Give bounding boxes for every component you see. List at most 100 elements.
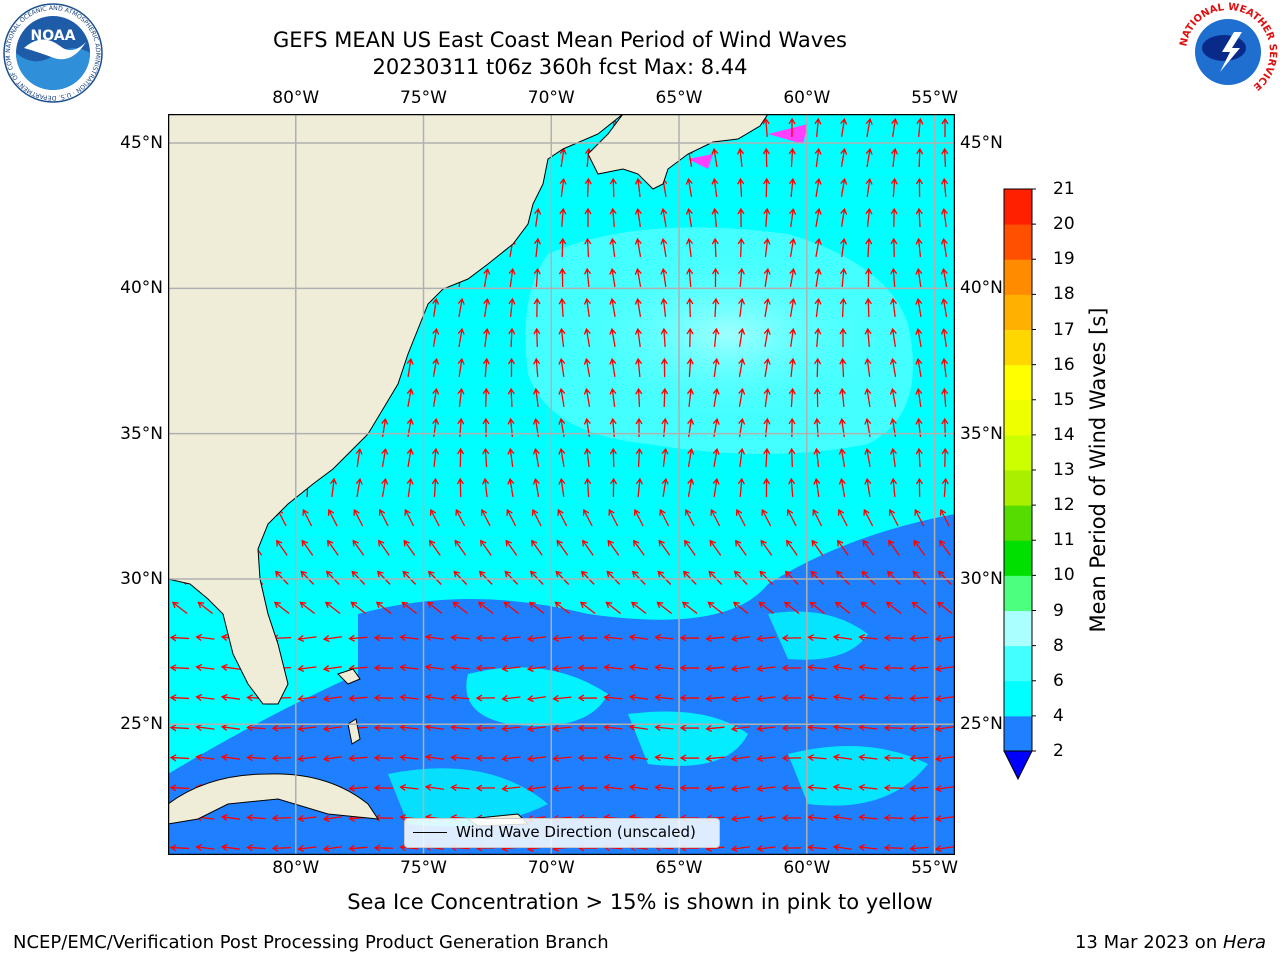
wave-direction-arrow (886, 570, 901, 585)
wave-direction-arrow (431, 477, 439, 498)
colorbar-tick-label: 14 (1053, 424, 1075, 445)
wave-direction-arrow (788, 387, 796, 408)
wave-direction-arrow (889, 387, 897, 407)
wave-direction-arrow (860, 601, 876, 615)
wave-direction-arrow (858, 723, 878, 732)
wave-direction-arrow (403, 539, 416, 556)
wave-direction-arrow (832, 783, 853, 791)
wave-direction-arrow (915, 297, 923, 317)
wave-direction-arrow (297, 844, 317, 853)
wave-direction-arrow (934, 725, 955, 733)
wave-direction-arrow (839, 267, 847, 288)
wave-direction-arrow (756, 784, 776, 793)
wave-direction-arrow (634, 327, 642, 348)
wave-direction-arrow (737, 267, 745, 288)
wave-direction-arrow (635, 357, 643, 378)
wave-direction-arrow (381, 477, 389, 497)
wave-direction-arrow (628, 633, 649, 641)
wave-direction-arrow (756, 844, 776, 853)
wave-direction-arrow (913, 539, 926, 556)
wave-direction-arrow (763, 237, 771, 258)
wave-direction-arrow (915, 477, 923, 498)
lon-tick-label: 55°W (911, 858, 959, 878)
wave-direction-arrow (679, 754, 700, 762)
wave-direction-arrow (813, 447, 821, 468)
wave-direction-arrow (457, 447, 465, 468)
wave-direction-arrow (864, 357, 872, 378)
wave-direction-arrow (737, 477, 745, 498)
wave-direction-arrow (633, 508, 644, 527)
wave-direction-arrow (348, 784, 368, 792)
wave-direction-arrow (582, 508, 593, 527)
lat-tick-label: 35°N (960, 423, 1003, 444)
wave-direction-arrow (271, 754, 292, 762)
wave-direction-arrow (603, 634, 623, 642)
wave-direction-arrow (789, 237, 797, 257)
wave-direction-arrow (937, 570, 952, 585)
wave-direction-arrow (890, 267, 898, 288)
colorbar-tick-label: 4 (1053, 705, 1064, 726)
wave-direction-arrow (373, 724, 394, 732)
colorbar-segment (1004, 259, 1032, 295)
wave-direction-arrow (885, 601, 902, 615)
wave-direction-arrow (533, 297, 541, 318)
wave-direction-arrow (373, 694, 394, 702)
wave-direction-arrow (712, 357, 720, 378)
wave-direction-arrow (888, 508, 899, 527)
wave-direction-arrow (481, 477, 490, 498)
wave-direction-arrow (909, 664, 929, 672)
wave-direction-arrow (807, 784, 827, 792)
wave-direction-arrow (610, 477, 618, 498)
wave-direction-arrow (786, 539, 798, 556)
lon-tick-label: 75°W (400, 858, 447, 878)
wave-direction-arrow (531, 508, 542, 527)
wave-direction-arrow (532, 387, 540, 408)
wave-direction-arrow (424, 753, 445, 761)
colorbar-tick-label: 13 (1053, 460, 1075, 480)
wave-direction-arrow (760, 539, 773, 556)
wave-direction-arrow (559, 177, 567, 198)
colorbar-tick-label: 15 (1053, 389, 1075, 410)
wave-direction-arrow (840, 177, 848, 197)
wave-direction-arrow (832, 663, 853, 671)
wave-direction-arrow (583, 357, 591, 377)
wave-direction-arrow (807, 634, 827, 642)
wave-direction-arrow (533, 327, 541, 348)
wave-direction-arrow (609, 357, 617, 377)
wave-direction-arrow (839, 357, 847, 378)
colorbar-segment (1004, 399, 1032, 436)
wave-direction-arrow (300, 570, 315, 585)
wave-direction-arrow (577, 694, 598, 702)
wave-direction-arrow (708, 570, 723, 585)
lon-tick-label: 80°W (272, 858, 320, 878)
wave-direction-arrow (763, 327, 771, 347)
wave-direction-arrow (350, 601, 366, 615)
wave-direction-arrow (482, 387, 490, 408)
wave-direction-arrow (679, 784, 700, 792)
wave-direction-arrow (431, 447, 439, 468)
wave-direction-arrow (681, 601, 698, 615)
colorbar-segment (1004, 575, 1032, 611)
wave-direction-arrow (705, 664, 725, 672)
wave-direction-arrow (552, 724, 572, 732)
wave-direction-arrow (399, 633, 419, 642)
wave-direction-arrow (501, 634, 521, 643)
wave-direction-arrow (404, 508, 415, 527)
wave-direction-arrow (941, 147, 949, 168)
wave-direction-arrow (686, 267, 694, 288)
wave-direction-arrow (450, 664, 470, 672)
svg-text:NOAA: NOAA (31, 28, 76, 44)
wave-direction-arrow (660, 237, 668, 257)
wave-direction-arrow (322, 635, 343, 643)
lon-tick-label: 80°W (272, 88, 320, 108)
wave-direction-arrow (941, 477, 949, 498)
lat-tick-label: 30°N (120, 568, 163, 589)
wave-direction-arrow (606, 570, 621, 585)
wave-direction-arrow (531, 539, 543, 556)
wave-direction-arrow (889, 357, 897, 377)
colorbar-tick-label: 16 (1053, 354, 1075, 375)
wave-direction-arrow (558, 327, 566, 348)
wave-direction-arrow (483, 297, 491, 317)
wave-direction-arrow (195, 723, 215, 731)
wave-direction-arrow (883, 784, 904, 792)
